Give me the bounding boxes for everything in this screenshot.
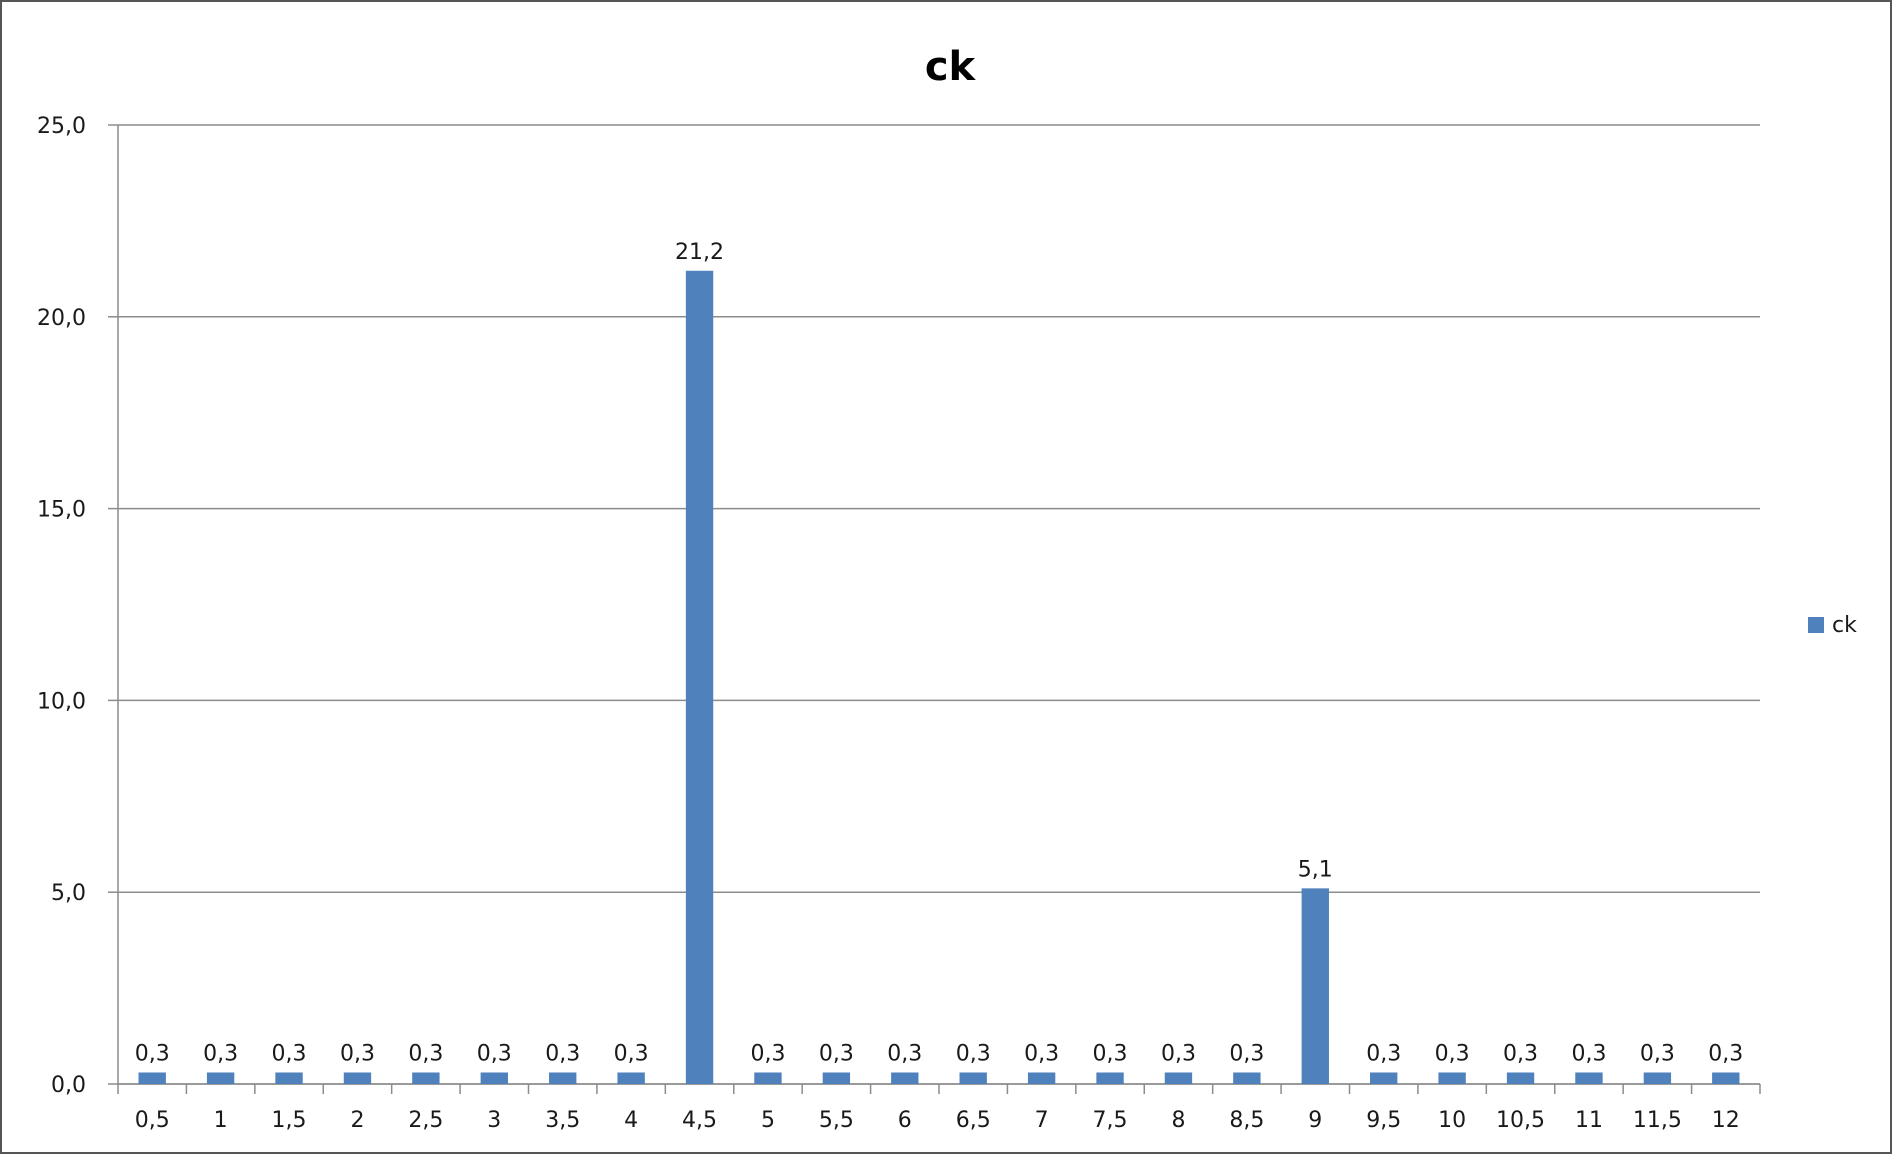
- x-tick-label: 3: [487, 1108, 501, 1133]
- data-label: 0,3: [1571, 1041, 1606, 1066]
- bar: [1506, 1072, 1535, 1084]
- data-label: 0,3: [1435, 1041, 1470, 1066]
- y-tick-label: 5,0: [51, 881, 86, 906]
- data-label: 0,3: [272, 1041, 307, 1066]
- data-label: 0,3: [750, 1041, 785, 1066]
- data-label: 0,3: [1503, 1041, 1538, 1066]
- bar: [959, 1072, 987, 1084]
- legend-label: ck: [1832, 613, 1857, 638]
- x-tick-label: 5,5: [819, 1108, 854, 1133]
- data-label: 0,3: [819, 1041, 854, 1066]
- bar: [343, 1072, 372, 1084]
- x-tick-label: 4,5: [682, 1108, 717, 1133]
- chart-title: ck: [925, 44, 977, 90]
- x-tick-label: 9,5: [1366, 1108, 1401, 1133]
- data-label: 0,3: [203, 1041, 238, 1066]
- x-tick-label: 3,5: [545, 1108, 580, 1133]
- bars: [138, 270, 1740, 1084]
- bar: [1096, 1072, 1124, 1084]
- bar: [822, 1072, 851, 1084]
- bar: [891, 1072, 919, 1084]
- bar: [754, 1072, 782, 1084]
- data-labels: 0,3 0,3 0,3 0,3 0,3 0,3 0,3 0,3 21,2 0,3 0,3 0,3 0,3…: [135, 240, 1744, 1067]
- bar: [1164, 1072, 1193, 1084]
- bar: [1233, 1072, 1261, 1084]
- data-label: 0,3: [545, 1041, 580, 1066]
- x-tick-label: 7,5: [1093, 1108, 1128, 1133]
- bar: [480, 1072, 508, 1084]
- data-label: 0,3: [1366, 1041, 1401, 1066]
- x-tick-label: 1,5: [272, 1108, 307, 1133]
- data-label: 0,3: [340, 1041, 375, 1066]
- y-tick-label: 25,0: [37, 114, 86, 139]
- axes: 0,05,010,015,020,025,00,5 1 1,5 2 2,5 3 3,5 4 4,…: [37, 114, 1761, 1133]
- x-tick-label: 10: [1438, 1108, 1466, 1133]
- data-label: 0,3: [1161, 1041, 1196, 1066]
- x-tick-label: 8: [1171, 1108, 1185, 1133]
- y-tick-label: 20,0: [37, 306, 86, 331]
- bar: [412, 1072, 440, 1084]
- x-tick-label: 2: [350, 1108, 364, 1133]
- data-label: 0,3: [1024, 1041, 1059, 1066]
- x-tick-label: 10,5: [1496, 1108, 1545, 1133]
- bar: [685, 270, 714, 1084]
- x-tick-label: 1: [214, 1108, 228, 1133]
- x-tick-label: 6,5: [956, 1108, 991, 1133]
- x-tick-label: 12: [1712, 1108, 1740, 1133]
- bar: [1438, 1072, 1466, 1084]
- bar: [1643, 1072, 1672, 1084]
- bar: [206, 1072, 235, 1084]
- bar: [138, 1072, 166, 1084]
- legend-swatch: [1808, 617, 1824, 633]
- x-tick-label: 9: [1308, 1108, 1322, 1133]
- x-tick-label: 11,5: [1633, 1108, 1682, 1133]
- bar: [549, 1072, 577, 1084]
- data-label: 21,2: [675, 240, 724, 265]
- data-label: 0,3: [135, 1041, 170, 1066]
- x-tick-label: 8,5: [1229, 1108, 1264, 1133]
- bar: [1712, 1072, 1740, 1084]
- x-tick-label: 4: [624, 1108, 638, 1133]
- x-tick-label: 5: [761, 1108, 775, 1133]
- bar: [1027, 1072, 1056, 1084]
- data-label: 0,3: [1229, 1041, 1264, 1066]
- data-label: 5,1: [1298, 857, 1333, 882]
- bar: [1301, 888, 1329, 1084]
- y-tick-label: 0,0: [51, 1073, 86, 1098]
- data-label: 0,3: [1093, 1041, 1128, 1066]
- bar: [1370, 1072, 1398, 1084]
- data-label: 0,3: [1708, 1041, 1743, 1066]
- data-label: 0,3: [887, 1041, 922, 1066]
- x-tick-label: 2,5: [408, 1108, 443, 1133]
- legend: ck: [1808, 613, 1857, 638]
- data-label: 0,3: [477, 1041, 512, 1066]
- data-label: 0,3: [1640, 1041, 1675, 1066]
- x-tick-label: 11: [1575, 1108, 1603, 1133]
- bar: [617, 1072, 645, 1084]
- y-tick-label: 15,0: [37, 498, 86, 523]
- x-tick-label: 0,5: [135, 1108, 170, 1133]
- x-tick-label: 6: [898, 1108, 912, 1133]
- data-label: 0,3: [408, 1041, 443, 1066]
- data-label: 0,3: [956, 1041, 991, 1066]
- bar: [275, 1072, 303, 1084]
- x-tick-label: 7: [1035, 1108, 1049, 1133]
- data-label: 0,3: [614, 1041, 649, 1066]
- y-tick-label: 10,0: [37, 689, 86, 714]
- bar: [1575, 1072, 1603, 1084]
